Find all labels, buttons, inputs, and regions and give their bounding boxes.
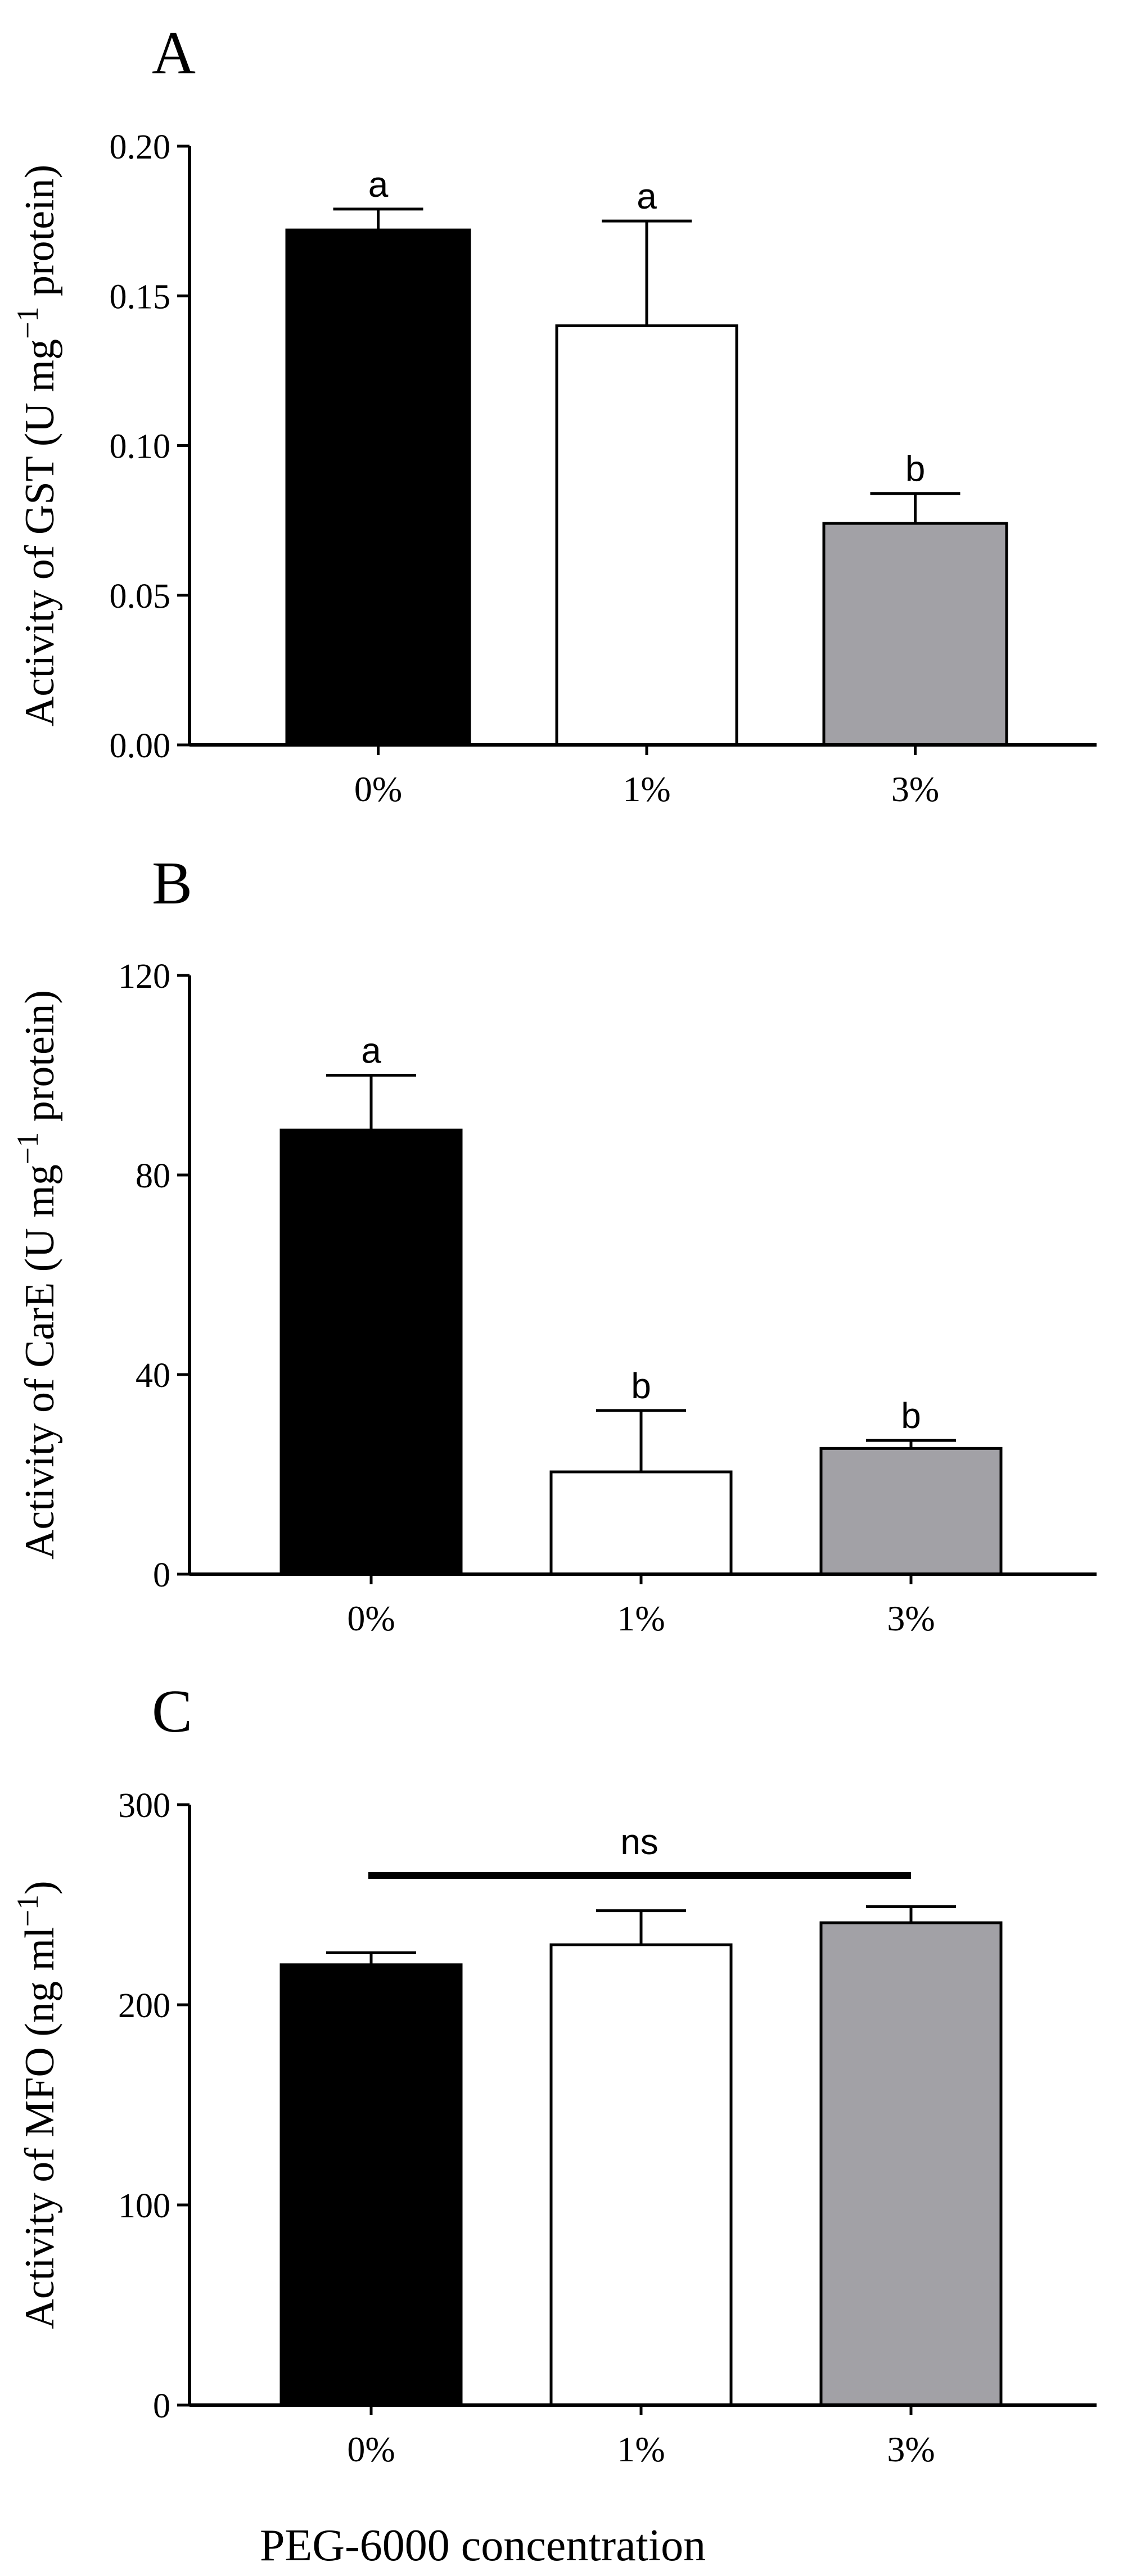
y-axis-title: Activity of GST (U mg−1 protein) [11,165,63,727]
y-tick-label: 0.00 [110,727,171,765]
x-tick-label: 3% [887,1598,935,1638]
y-tick-label: 300 [118,1787,170,1825]
y-tick-label: 0.20 [110,128,171,166]
bar-0pct [285,228,471,747]
bar-3pct [819,1447,1003,1576]
common-x-label: PEG-6000 concentration [0,2523,1123,2568]
y-tick-label: 0.05 [110,577,171,616]
bar-3pct [822,522,1008,747]
bar-1pct [549,1943,733,2407]
panel-label: B [152,850,192,917]
bar-0pct [279,1128,463,1576]
x-tick-label: 0% [347,1598,395,1638]
panel-label: A [152,20,196,87]
x-tick-label: 3% [887,2429,935,2469]
significance-letter: a [368,164,389,205]
y-tick-label: 0 [153,2387,170,2425]
y-axis-title: Activity of CarE (U mg−1 protein) [11,990,63,1560]
y-tick-label: 0.15 [110,278,171,316]
bar-1pct [555,324,738,747]
significance-letter: a [637,176,657,216]
bar-1pct [549,1470,733,1576]
chart-panel-a: Aa 0% a 1% b 3% 0.00 0.05 0.10 0.15 0.20 Activity o… [11,20,1097,809]
x-tick-label: 1% [617,2429,665,2469]
bar-0pct [279,1963,463,2407]
y-tick-label: 40 [136,1357,170,1395]
y-tick-label: 120 [118,957,170,996]
significance-letter: b [905,449,926,489]
x-tick-label: 0% [347,2429,395,2469]
y-tick-label: 100 [118,2187,170,2225]
x-tick-label: 1% [623,769,670,809]
chart-panel-c: C 0% 1% 3% ns 0 100 200 300 Activity of MFO (ng m… [11,1678,1097,2469]
x-tick-label: 0% [354,769,402,809]
chart-panel-b: Ba 0% b 1% b 3% 0 40 80 120 Activity of CarE (U mg… [11,850,1097,1638]
panel-label: C [152,1678,192,1745]
significance-letter: b [901,1395,921,1436]
y-axis-title: Activity of MFO (ng ml−1) [11,1881,63,2329]
x-tick-label: 1% [617,1598,665,1638]
significance-letter: b [631,1366,651,1406]
significance-letter: a [361,1031,381,1071]
y-tick-label: 80 [136,1157,170,1195]
y-tick-label: 200 [118,1987,170,2025]
bar-3pct [819,1921,1003,2407]
y-tick-label: 0 [153,1556,170,1594]
x-tick-label: 3% [891,769,939,809]
y-tick-label: 0.10 [110,428,171,466]
significance-label: ns [620,1822,659,1862]
x-axis-title: PEG-6000 concentration [259,2521,706,2570]
